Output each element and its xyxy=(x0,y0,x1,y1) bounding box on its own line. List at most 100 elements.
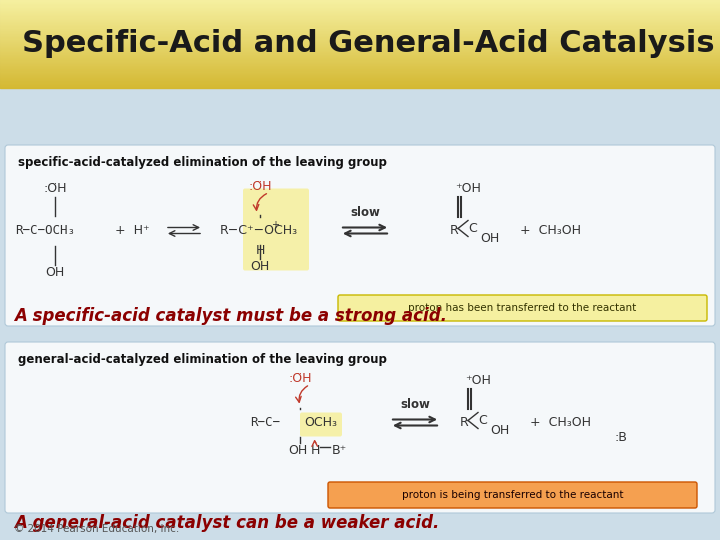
Polygon shape xyxy=(0,63,720,64)
Polygon shape xyxy=(0,12,720,13)
Polygon shape xyxy=(0,28,720,29)
Text: proton has been transferred to the reactant: proton has been transferred to the react… xyxy=(408,303,636,313)
Polygon shape xyxy=(0,38,720,39)
Polygon shape xyxy=(0,51,720,52)
Polygon shape xyxy=(0,0,720,1)
Text: slow: slow xyxy=(400,397,430,410)
Polygon shape xyxy=(0,33,720,34)
FancyBboxPatch shape xyxy=(5,342,715,513)
Polygon shape xyxy=(0,19,720,20)
Text: R: R xyxy=(460,416,469,429)
Text: ⁺OH: ⁺OH xyxy=(455,183,481,195)
Polygon shape xyxy=(0,6,720,8)
Text: :ÖH: :ÖH xyxy=(248,179,271,192)
Polygon shape xyxy=(0,50,720,51)
Text: OH: OH xyxy=(288,444,307,457)
FancyBboxPatch shape xyxy=(328,482,697,508)
Polygon shape xyxy=(0,48,720,49)
Polygon shape xyxy=(0,39,720,40)
Polygon shape xyxy=(0,87,720,88)
Polygon shape xyxy=(0,66,720,67)
Text: slow: slow xyxy=(350,206,380,219)
Text: OCH₃: OCH₃ xyxy=(305,416,338,429)
FancyBboxPatch shape xyxy=(243,188,309,271)
Text: R−C−: R−C− xyxy=(250,416,280,429)
Polygon shape xyxy=(0,29,720,30)
Polygon shape xyxy=(0,32,720,33)
Text: :ÖH: :ÖH xyxy=(288,372,312,384)
Polygon shape xyxy=(0,30,720,31)
Text: :ÖH: :ÖH xyxy=(43,183,67,195)
Polygon shape xyxy=(0,69,720,70)
Polygon shape xyxy=(0,23,720,24)
Polygon shape xyxy=(0,10,720,11)
Polygon shape xyxy=(0,43,720,44)
Polygon shape xyxy=(0,46,720,48)
Text: C: C xyxy=(468,222,477,235)
Polygon shape xyxy=(0,85,720,86)
Text: OH: OH xyxy=(251,260,269,273)
Polygon shape xyxy=(0,49,720,50)
Polygon shape xyxy=(0,58,720,59)
Text: C: C xyxy=(478,414,487,427)
Polygon shape xyxy=(0,75,720,76)
Polygon shape xyxy=(0,20,720,21)
Polygon shape xyxy=(0,59,720,60)
Polygon shape xyxy=(0,77,720,78)
Polygon shape xyxy=(0,13,720,14)
Text: OH: OH xyxy=(480,232,499,245)
Polygon shape xyxy=(0,42,720,43)
Polygon shape xyxy=(0,40,720,42)
Polygon shape xyxy=(0,45,720,46)
Text: OH: OH xyxy=(45,267,65,280)
Polygon shape xyxy=(0,3,720,4)
Text: R−C−OCH₃: R−C−OCH₃ xyxy=(15,224,75,237)
Text: specific-acid-catalyzed elimination of the leaving group: specific-acid-catalyzed elimination of t… xyxy=(18,156,387,169)
Text: +: + xyxy=(271,219,279,230)
FancyBboxPatch shape xyxy=(5,145,715,326)
Text: R: R xyxy=(450,224,459,237)
Polygon shape xyxy=(0,9,720,10)
Text: H: H xyxy=(256,245,265,258)
Text: R−C⁺−OCH₃: R−C⁺−OCH₃ xyxy=(220,224,298,237)
Polygon shape xyxy=(0,24,720,25)
Text: +  CH₃OH: + CH₃OH xyxy=(530,416,591,429)
Polygon shape xyxy=(0,31,720,32)
Polygon shape xyxy=(0,18,720,19)
Text: A specific-acid catalyst must be a strong acid.: A specific-acid catalyst must be a stron… xyxy=(14,307,447,325)
Polygon shape xyxy=(0,44,720,45)
Polygon shape xyxy=(0,35,720,36)
Polygon shape xyxy=(0,64,720,65)
Text: +  H⁺: + H⁺ xyxy=(115,224,150,237)
Polygon shape xyxy=(0,8,720,9)
Text: proton is being transferred to the reactant: proton is being transferred to the react… xyxy=(402,490,624,500)
Text: Specific-Acid and General-Acid Catalysis: Specific-Acid and General-Acid Catalysis xyxy=(22,30,715,58)
Polygon shape xyxy=(0,67,720,68)
Polygon shape xyxy=(0,80,720,82)
Polygon shape xyxy=(0,1,720,2)
FancyBboxPatch shape xyxy=(338,295,707,321)
Polygon shape xyxy=(0,65,720,66)
Polygon shape xyxy=(0,57,720,58)
FancyBboxPatch shape xyxy=(300,413,342,436)
Polygon shape xyxy=(0,17,720,18)
Polygon shape xyxy=(0,54,720,55)
Text: +  CH₃OH: + CH₃OH xyxy=(520,224,581,237)
Polygon shape xyxy=(0,25,720,26)
Polygon shape xyxy=(0,84,720,85)
Text: OH: OH xyxy=(490,424,509,437)
Text: ⁺OH: ⁺OH xyxy=(465,375,491,388)
Polygon shape xyxy=(0,16,720,17)
Polygon shape xyxy=(0,36,720,37)
Polygon shape xyxy=(0,55,720,56)
Polygon shape xyxy=(0,82,720,83)
Polygon shape xyxy=(0,62,720,63)
Polygon shape xyxy=(0,2,720,3)
Polygon shape xyxy=(0,56,720,57)
Text: © 2014 Pearson Education, Inc.: © 2014 Pearson Education, Inc. xyxy=(14,524,179,534)
Polygon shape xyxy=(0,11,720,12)
Polygon shape xyxy=(0,53,720,54)
Polygon shape xyxy=(0,78,720,79)
Polygon shape xyxy=(0,70,720,71)
Text: A general-acid catalyst can be a weaker acid.: A general-acid catalyst can be a weaker … xyxy=(14,514,439,532)
